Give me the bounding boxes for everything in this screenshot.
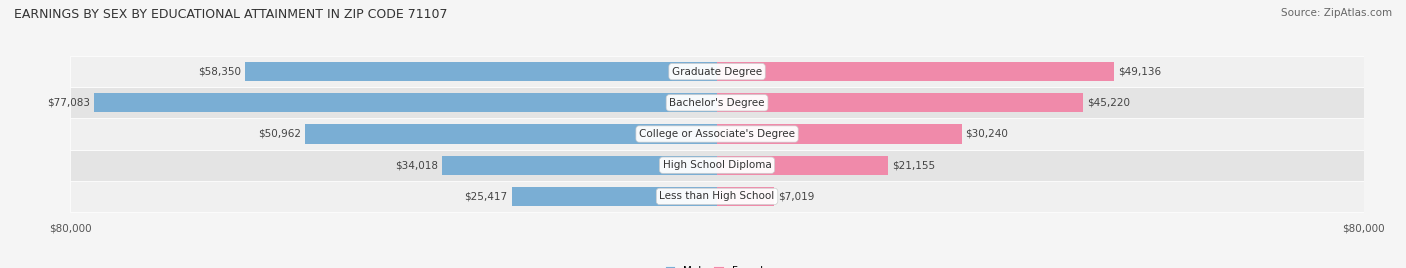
Bar [717,62,1115,81]
Bar [305,124,717,144]
Text: $49,136: $49,136 [1118,67,1161,77]
Text: $34,018: $34,018 [395,160,439,170]
Legend: Male, Female: Male, Female [661,261,773,268]
Text: EARNINGS BY SEX BY EDUCATIONAL ATTAINMENT IN ZIP CODE 71107: EARNINGS BY SEX BY EDUCATIONAL ATTAINMEN… [14,8,447,21]
Bar [441,155,717,175]
Text: College or Associate's Degree: College or Associate's Degree [640,129,794,139]
Text: Bachelor's Degree: Bachelor's Degree [669,98,765,108]
Bar [717,93,1083,113]
Bar [70,181,1364,212]
Bar [70,56,1364,87]
Text: $45,220: $45,220 [1087,98,1129,108]
Text: $30,240: $30,240 [966,129,1008,139]
Text: High School Diploma: High School Diploma [662,160,772,170]
Bar [70,118,1364,150]
Text: $7,019: $7,019 [778,191,814,201]
Bar [512,187,717,206]
Bar [717,187,773,206]
Text: Graduate Degree: Graduate Degree [672,67,762,77]
Bar [70,150,1364,181]
Bar [245,62,717,81]
Text: $77,083: $77,083 [46,98,90,108]
Bar [717,124,962,144]
Text: Less than High School: Less than High School [659,191,775,201]
Bar [70,87,1364,118]
Text: $58,350: $58,350 [198,67,242,77]
Text: $50,962: $50,962 [259,129,301,139]
Bar [717,155,889,175]
Bar [94,93,717,113]
Text: Source: ZipAtlas.com: Source: ZipAtlas.com [1281,8,1392,18]
Text: $21,155: $21,155 [893,160,935,170]
Text: $25,417: $25,417 [464,191,508,201]
